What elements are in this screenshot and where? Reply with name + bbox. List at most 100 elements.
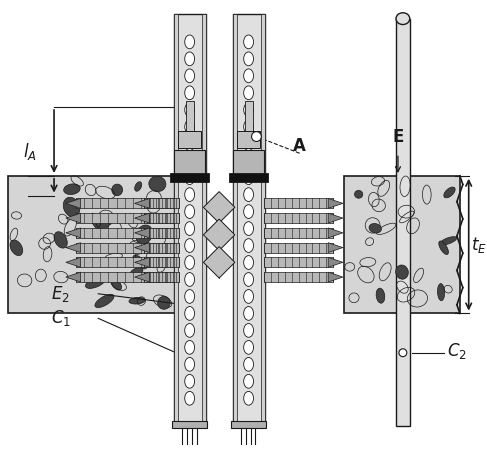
Ellipse shape: [185, 52, 195, 66]
Ellipse shape: [369, 224, 381, 233]
Ellipse shape: [244, 374, 254, 388]
Ellipse shape: [244, 357, 254, 371]
Ellipse shape: [244, 324, 254, 337]
Ellipse shape: [376, 288, 385, 303]
Bar: [172, 421, 207, 428]
Ellipse shape: [244, 222, 254, 235]
Bar: [231, 421, 266, 428]
Bar: [264, 213, 333, 223]
Polygon shape: [134, 272, 150, 282]
Bar: [233, 14, 237, 427]
Text: $l_A$: $l_A$: [22, 141, 37, 162]
Bar: [264, 257, 333, 267]
Ellipse shape: [244, 52, 254, 66]
Ellipse shape: [244, 171, 254, 185]
Bar: [75, 198, 174, 208]
Bar: [264, 272, 333, 282]
Bar: [264, 228, 333, 238]
Ellipse shape: [355, 190, 363, 198]
Text: E: E: [392, 128, 404, 145]
Bar: [145, 228, 179, 238]
Text: $C_1$: $C_1$: [51, 308, 71, 328]
Ellipse shape: [64, 184, 80, 194]
Ellipse shape: [244, 35, 254, 49]
Ellipse shape: [244, 120, 254, 134]
Ellipse shape: [185, 255, 195, 269]
Polygon shape: [328, 272, 343, 282]
Ellipse shape: [54, 232, 67, 248]
Polygon shape: [134, 213, 150, 223]
Bar: [396, 19, 410, 427]
Polygon shape: [66, 272, 80, 282]
Ellipse shape: [440, 237, 457, 245]
Ellipse shape: [185, 239, 195, 252]
Bar: [344, 176, 460, 313]
Text: $t_E$: $t_E$: [470, 235, 487, 255]
Ellipse shape: [112, 184, 123, 196]
Ellipse shape: [149, 176, 166, 192]
Ellipse shape: [185, 188, 195, 202]
Polygon shape: [204, 192, 235, 223]
Ellipse shape: [185, 86, 195, 100]
Bar: [145, 198, 179, 208]
Ellipse shape: [244, 188, 254, 202]
Bar: [178, 131, 202, 148]
Ellipse shape: [63, 197, 80, 217]
Bar: [203, 14, 206, 427]
Ellipse shape: [158, 296, 170, 309]
Ellipse shape: [135, 182, 142, 191]
Polygon shape: [328, 198, 343, 208]
Polygon shape: [66, 228, 80, 238]
Polygon shape: [328, 242, 343, 252]
Ellipse shape: [399, 349, 407, 357]
Bar: [8, 176, 183, 313]
Bar: [237, 131, 261, 148]
Polygon shape: [66, 257, 80, 267]
Ellipse shape: [133, 255, 147, 269]
Ellipse shape: [130, 268, 143, 277]
Bar: [75, 257, 174, 267]
Polygon shape: [328, 257, 343, 267]
Bar: [264, 242, 333, 252]
Ellipse shape: [244, 290, 254, 304]
Ellipse shape: [244, 137, 254, 150]
Ellipse shape: [244, 86, 254, 100]
Ellipse shape: [185, 374, 195, 388]
Ellipse shape: [185, 392, 195, 405]
Ellipse shape: [252, 132, 262, 141]
Ellipse shape: [185, 340, 195, 354]
Ellipse shape: [185, 222, 195, 235]
Bar: [145, 242, 179, 252]
Ellipse shape: [185, 35, 195, 49]
Ellipse shape: [185, 205, 195, 219]
Ellipse shape: [244, 69, 254, 83]
Polygon shape: [204, 247, 235, 278]
Bar: [75, 272, 174, 282]
Ellipse shape: [185, 154, 195, 167]
Ellipse shape: [244, 205, 254, 219]
Bar: [244, 101, 253, 131]
Ellipse shape: [91, 213, 101, 229]
Ellipse shape: [437, 284, 445, 301]
Ellipse shape: [95, 294, 114, 308]
Bar: [75, 228, 174, 238]
Polygon shape: [134, 257, 150, 267]
Ellipse shape: [439, 241, 449, 255]
Ellipse shape: [185, 171, 195, 185]
Bar: [174, 14, 206, 427]
Ellipse shape: [244, 239, 254, 252]
Text: A: A: [293, 137, 306, 155]
Ellipse shape: [244, 340, 254, 354]
Ellipse shape: [185, 137, 195, 150]
Text: $E_2$: $E_2$: [51, 284, 70, 304]
Bar: [170, 173, 209, 182]
Polygon shape: [66, 213, 80, 223]
Bar: [186, 101, 193, 131]
Ellipse shape: [185, 324, 195, 337]
Ellipse shape: [395, 265, 408, 279]
Ellipse shape: [98, 216, 113, 232]
Ellipse shape: [185, 69, 195, 83]
Ellipse shape: [244, 392, 254, 405]
Bar: [233, 14, 265, 427]
Ellipse shape: [244, 255, 254, 269]
